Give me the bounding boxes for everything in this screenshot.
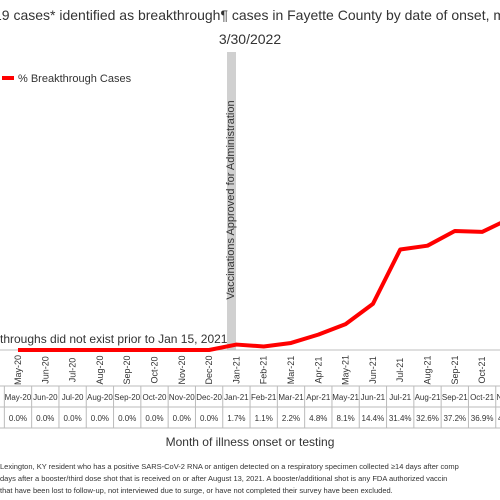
x-tick-label: Mar-21	[286, 356, 296, 385]
x-tick-label: May-21	[341, 355, 351, 385]
annotation: Vaccinations Approved for Administration	[225, 100, 237, 299]
annotation: throughs did not exist prior to Jan 15, …	[0, 332, 228, 346]
table-header: Sep-21	[442, 393, 468, 402]
legend-label: % Breakthrough Cases	[18, 73, 132, 85]
value-label: 0.0%	[63, 414, 81, 423]
table-header: Aug-21	[415, 393, 441, 402]
value-label: 32.6%	[416, 414, 439, 423]
value-label: 0.0%	[36, 414, 54, 423]
x-tick-label: May-20	[13, 355, 23, 385]
value-label: 0.0%	[118, 414, 136, 423]
footnote: Lexington, KY resident who has a positiv…	[0, 462, 459, 471]
value-label: 2.2%	[282, 414, 300, 423]
data-line	[18, 221, 500, 352]
x-axis-title: Month of illness onset or testing	[166, 435, 335, 449]
chart-subtitle: 3/30/2022	[219, 31, 281, 47]
x-tick-label: Oct-20	[150, 356, 160, 383]
table-header: Nov-21	[497, 393, 500, 402]
value-label: 1.7%	[227, 414, 245, 423]
table-header: Jun-21	[361, 393, 386, 402]
x-tick-label: Jul-21	[395, 358, 405, 383]
value-label: 8.1%	[336, 414, 354, 423]
x-tick-label: Jun-20	[40, 356, 50, 384]
x-tick-label: Dec-20	[204, 355, 214, 384]
table-header: Oct-21	[470, 393, 495, 402]
x-tick-label: Oct-21	[477, 356, 487, 383]
table-header: Mar-21	[278, 393, 304, 402]
table-header: Jul-21	[389, 393, 411, 402]
table-header: May-21	[332, 393, 359, 402]
value-label: 37.2%	[443, 414, 466, 423]
value-label: 0.0%	[91, 414, 109, 423]
x-tick-label: Apr-21	[313, 356, 323, 383]
value-label: 1.1%	[255, 414, 273, 423]
footnote: that have been lost to follow-up, not in…	[0, 486, 393, 495]
x-tick-label: Jun-21	[368, 356, 378, 384]
x-tick-label: Feb-21	[259, 356, 269, 385]
value-label: 31.4%	[389, 414, 412, 423]
table-header: Nov-20	[169, 393, 195, 402]
table-header: Jun-20	[33, 393, 58, 402]
vaccination-band	[227, 52, 236, 350]
x-tick-label: Sep-20	[122, 355, 132, 384]
table-header: Feb-21	[251, 393, 277, 402]
table-header: May-20	[5, 393, 32, 402]
table-header: Jan-21	[224, 393, 249, 402]
value-label: 36.9%	[471, 414, 494, 423]
x-tick-label: Jul-20	[68, 358, 78, 383]
footnote: days after a booster/third dose shot tha…	[0, 474, 447, 483]
table-header: Jul-20	[62, 393, 84, 402]
x-tick-label: Jan-21	[231, 356, 241, 384]
value-label: 14.4%	[362, 414, 385, 423]
value-label: 0.0%	[173, 414, 191, 423]
value-label: 4.8%	[309, 414, 327, 423]
table-header: Aug-20	[87, 393, 113, 402]
value-label: 0.0%	[9, 414, 27, 423]
table-header: Apr-21	[306, 393, 331, 402]
x-tick-label: Aug-20	[95, 355, 105, 384]
value-label: 0.0%	[145, 414, 163, 423]
table-header: Sep-20	[114, 393, 140, 402]
value-label: 41.0%	[498, 414, 500, 423]
chart-title: COVID-19 cases* identified as breakthrou…	[0, 7, 500, 23]
x-tick-label: Nov-20	[177, 355, 187, 384]
table-header: Oct-20	[142, 393, 167, 402]
x-tick-label: Aug-21	[423, 355, 433, 384]
table-header: Dec-20	[196, 393, 222, 402]
value-label: 0.0%	[200, 414, 218, 423]
x-tick-label: Sep-21	[450, 355, 460, 384]
